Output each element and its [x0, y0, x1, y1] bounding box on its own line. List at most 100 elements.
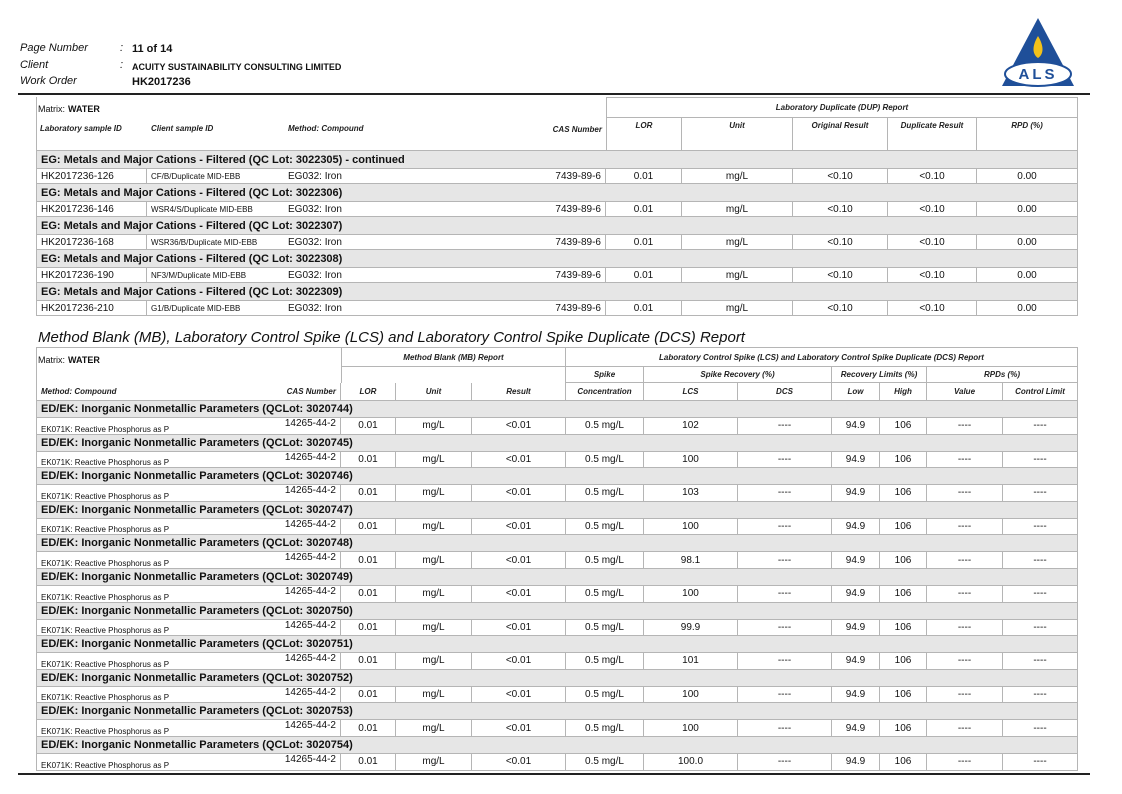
cell: ---- — [738, 619, 832, 637]
cell: 106 — [880, 552, 927, 569]
cell: 103 — [644, 485, 738, 502]
rule — [18, 773, 1090, 775]
group-title: ED/EK: Inorganic Nonmetallic Parameters … — [36, 737, 1078, 754]
cell: 94.9 — [832, 518, 880, 536]
cell: <0.10 — [888, 169, 977, 184]
group-title: EG: Metals and Major Cations - Filtered … — [36, 217, 1078, 235]
cell: EK071K: Reactive Phosphorus as P — [36, 619, 230, 637]
cell: 14265-44-2 — [230, 451, 341, 469]
cell: 100.0 — [644, 754, 738, 771]
cell: 14265-44-2 — [230, 418, 341, 435]
cell: <0.01 — [472, 485, 566, 502]
cell: EK071K: Reactive Phosphorus as P — [36, 518, 230, 536]
cell: 0.00 — [977, 169, 1078, 184]
cell: EK071K: Reactive Phosphorus as P — [36, 485, 230, 502]
cell: mg/L — [396, 754, 472, 771]
cell: 0.01 — [341, 754, 396, 771]
cell: EG032: Iron — [284, 235, 455, 250]
cell: EG032: Iron — [284, 202, 455, 217]
separator: : — [120, 59, 124, 71]
column-header: Method: Compound — [288, 124, 364, 133]
cell: EK071K: Reactive Phosphorus as P — [36, 586, 230, 603]
cell: <0.10 — [793, 202, 888, 217]
group-title: ED/EK: Inorganic Nonmetallic Parameters … — [36, 535, 1078, 553]
cell: 14265-44-2 — [230, 518, 341, 536]
column-header: DCS — [738, 383, 832, 401]
cell: ---- — [1003, 720, 1078, 737]
cell: 0.5 mg/L — [566, 619, 644, 637]
column-header: RPD (%) — [977, 118, 1078, 151]
cell: 106 — [880, 518, 927, 536]
cell: 106 — [880, 451, 927, 469]
report-header: Laboratory Duplicate (DUP) Report — [606, 97, 1078, 118]
cell: 94.9 — [832, 754, 880, 771]
cell: <0.10 — [888, 235, 977, 250]
cell: <0.01 — [472, 518, 566, 536]
group-title: EG: Metals and Major Cations - Filtered … — [36, 184, 1078, 202]
column-header: CAS Number — [230, 383, 341, 401]
cell: mg/L — [682, 235, 793, 250]
subheader: Spike — [566, 367, 644, 383]
cell: <0.01 — [472, 720, 566, 737]
cell: 94.9 — [832, 653, 880, 670]
cell: <0.10 — [793, 169, 888, 184]
cell: ---- — [927, 451, 1003, 469]
cell: mg/L — [682, 268, 793, 283]
cell: 14265-44-2 — [230, 686, 341, 704]
cell: 0.01 — [341, 653, 396, 670]
cell: 0.01 — [606, 169, 682, 184]
cell: 14265-44-2 — [230, 754, 341, 771]
cell: 7439-89-6 — [455, 169, 606, 184]
cell: 100 — [644, 518, 738, 536]
group-title: ED/EK: Inorganic Nonmetallic Parameters … — [36, 669, 1078, 687]
cell: ---- — [738, 552, 832, 569]
cell: <0.10 — [888, 202, 977, 217]
cell: ---- — [927, 754, 1003, 771]
group-title: ED/EK: Inorganic Nonmetallic Parameters … — [36, 569, 1078, 586]
group-title: EG: Metals and Major Cations - Filtered … — [36, 250, 1078, 268]
cell: 94.9 — [832, 720, 880, 737]
cell: ---- — [738, 686, 832, 704]
cell: ---- — [927, 619, 1003, 637]
cell: ---- — [927, 418, 1003, 435]
cell: 0.00 — [977, 301, 1078, 316]
cell: ---- — [738, 720, 832, 737]
cell: 94.9 — [832, 586, 880, 603]
column-header: Unit — [682, 118, 793, 151]
logo-text: ALS — [1019, 66, 1058, 83]
cell: mg/L — [682, 202, 793, 217]
subheader: Recovery Limits (%) — [832, 367, 927, 383]
cell: <0.01 — [472, 619, 566, 637]
cell: 0.01 — [341, 485, 396, 502]
cell: mg/L — [682, 169, 793, 184]
cell: 100 — [644, 586, 738, 603]
cell: 0.00 — [977, 235, 1078, 250]
cell: ---- — [738, 518, 832, 536]
table-frame — [36, 347, 341, 401]
work-order: HK2017236 — [132, 76, 191, 88]
rule — [18, 93, 1090, 95]
cell: NF3/M/Duplicate MID-EBB — [147, 268, 284, 283]
column-header: High — [880, 383, 927, 401]
cell: 0.01 — [341, 518, 396, 536]
group-title: ED/EK: Inorganic Nonmetallic Parameters … — [36, 401, 1078, 418]
cell: ---- — [927, 518, 1003, 536]
cell: mg/L — [396, 451, 472, 469]
cell: EK071K: Reactive Phosphorus as P — [36, 418, 230, 435]
group-title: ED/EK: Inorganic Nonmetallic Parameters … — [36, 434, 1078, 452]
column-header: LOR — [341, 383, 396, 401]
lcs-header: Laboratory Control Spike (LCS) and Labor… — [566, 347, 1078, 367]
cell: 106 — [880, 720, 927, 737]
cell: 0.5 mg/L — [566, 653, 644, 670]
group-title: EG: Metals and Major Cations - Filtered … — [36, 151, 1078, 169]
client: ACUITY SUSTAINABILITY CONSULTING LIMITED — [132, 62, 342, 72]
cell: 14265-44-2 — [230, 619, 341, 637]
matrix-label: Matrix: — [38, 104, 65, 114]
cell: 0.5 mg/L — [566, 586, 644, 603]
cell: 0.5 mg/L — [566, 686, 644, 704]
cell: HK2017236-146 — [36, 202, 147, 217]
cell: ---- — [738, 485, 832, 502]
cell: 0.01 — [341, 586, 396, 603]
cell: EK071K: Reactive Phosphorus as P — [36, 552, 230, 569]
cell: mg/L — [396, 485, 472, 502]
